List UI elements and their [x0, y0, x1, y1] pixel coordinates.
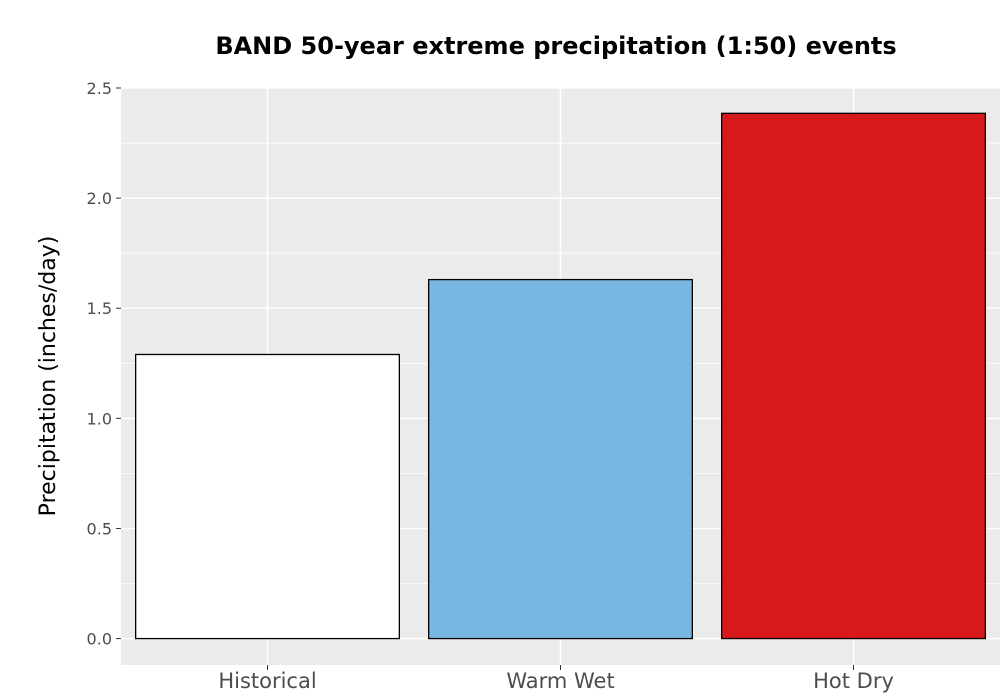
y-tick-label: 0.5 [87, 519, 112, 538]
bar-warm-wet [427, 278, 694, 640]
y-tick-label: 1.5 [87, 299, 112, 318]
y-axis-ticks: 0.0 0.5 1.0 1.5 2.0 2.5 [87, 79, 121, 649]
y-tick-label: 2.0 [87, 189, 112, 208]
bar-hot-dry [721, 112, 987, 640]
bars [134, 112, 987, 640]
x-tick-label: Warm Wet [506, 669, 614, 693]
chart-title: BAND 50-year extreme precipitation (1:50… [215, 32, 896, 60]
bar-historical [134, 353, 401, 640]
x-tick-label: Hot Dry [813, 669, 894, 693]
y-tick-label: 0.0 [87, 630, 112, 649]
x-tick-label: Historical [218, 669, 316, 693]
y-axis-title: Precipitation (inches/day) [36, 236, 61, 517]
x-axis-ticks: Historical Warm Wet Hot Dry [218, 665, 894, 693]
y-tick-label: 1.0 [87, 409, 112, 428]
y-tick-label: 2.5 [87, 79, 112, 98]
